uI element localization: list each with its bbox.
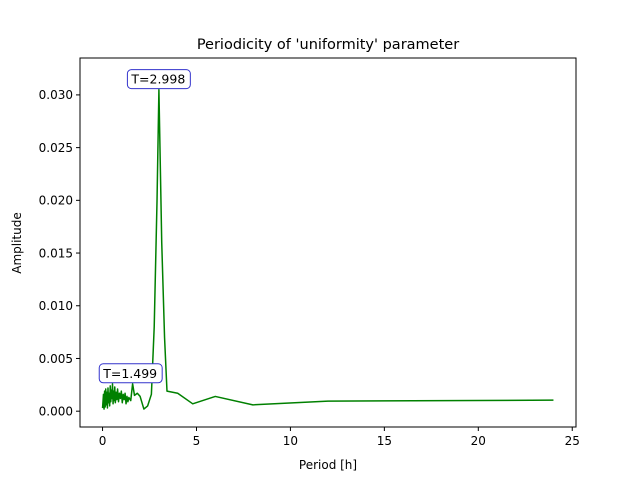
y-tick-label: 0.005 [39, 352, 73, 366]
x-tick-label: 10 [283, 434, 298, 448]
peak-annotation: T=2.998 [126, 69, 191, 90]
x-tick-label: 25 [565, 434, 580, 448]
series-layer [101, 88, 554, 410]
y-tick-label: 0.025 [39, 141, 73, 155]
annotation-layer: T=2.998 T=1.499 [98, 69, 191, 384]
y-tick-label: 0.000 [39, 404, 73, 418]
annotation-box [98, 363, 163, 384]
annotation-box [126, 69, 191, 90]
x-tick-label: 15 [377, 434, 392, 448]
y-tick-label: 0.010 [39, 299, 73, 313]
x-tick-label: 0 [99, 434, 107, 448]
x-axis-label: Period [h] [299, 458, 357, 472]
axes: 0 5 10 15 20 25 0.000 0.005 0.010 0.015 0.020 0.025… [39, 88, 580, 448]
peak-annotation-label: T=2.998 [130, 72, 185, 87]
y-tick-label: 0.015 [39, 246, 73, 260]
y-tick-label: 0.020 [39, 194, 73, 208]
peak-annotation: T=1.499 [98, 363, 163, 384]
plot-frame [79, 57, 577, 428]
series-line-0 [101, 88, 554, 410]
y-axis-label: Amplitude [10, 212, 24, 274]
peak-annotation-label: T=1.499 [102, 366, 157, 381]
y-tick-label: 0.030 [39, 88, 73, 102]
x-tick-label: 20 [471, 434, 486, 448]
x-tick-label: 5 [193, 434, 201, 448]
chart-title: Periodicity of 'uniformity' parameter [197, 37, 459, 53]
